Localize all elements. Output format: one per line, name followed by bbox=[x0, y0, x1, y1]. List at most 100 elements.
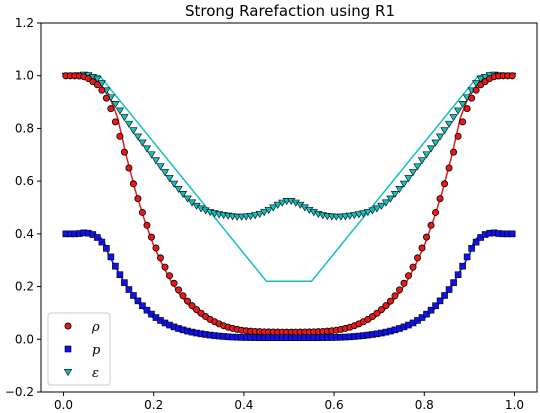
marker-0-15 bbox=[129, 180, 137, 188]
marker-2-22 bbox=[160, 169, 170, 177]
marker-0-10 bbox=[107, 105, 115, 113]
marker-2-75 bbox=[399, 180, 409, 188]
marker-0-70 bbox=[377, 306, 385, 314]
marker-2-84 bbox=[440, 127, 449, 135]
marker-1-88 bbox=[459, 262, 466, 270]
legend-marker-0 bbox=[64, 322, 72, 330]
marker-1-81 bbox=[427, 306, 435, 314]
marker-1-9 bbox=[103, 245, 110, 252]
marker-2-86 bbox=[449, 114, 458, 122]
legend-label-0: ρ bbox=[91, 320, 100, 335]
marker-0-87 bbox=[454, 132, 462, 140]
marker-0-91 bbox=[472, 86, 480, 94]
marker-2-83 bbox=[435, 133, 445, 141]
marker-2-76 bbox=[404, 175, 413, 183]
marker-2-42 bbox=[251, 212, 260, 220]
marker-1-16 bbox=[134, 297, 142, 305]
marker-2-67 bbox=[363, 209, 373, 217]
marker-2-45 bbox=[264, 206, 273, 214]
marker-2-80 bbox=[422, 151, 431, 159]
marker-0-80 bbox=[423, 233, 431, 241]
y-tick-label-6: 1.0 bbox=[15, 69, 34, 83]
marker-2-74 bbox=[395, 186, 404, 194]
y-tick-label-4: 0.6 bbox=[15, 174, 34, 188]
marker-0-11 bbox=[111, 118, 119, 126]
marker-2-7 bbox=[93, 75, 102, 83]
marker-2-63 bbox=[345, 212, 354, 220]
marker-2-81 bbox=[426, 145, 436, 153]
marker-0-20 bbox=[152, 244, 160, 252]
marker-1-90 bbox=[468, 245, 475, 252]
marker-1-99 bbox=[508, 230, 516, 238]
marker-2-78 bbox=[413, 163, 422, 171]
marker-2-25 bbox=[174, 186, 183, 194]
marker-2-16 bbox=[133, 133, 143, 141]
marker-0-28 bbox=[188, 302, 196, 310]
marker-0-19 bbox=[147, 233, 155, 241]
marker-0-86 bbox=[450, 148, 458, 156]
marker-1-80 bbox=[423, 310, 430, 318]
y-tick-label-7: 1.2 bbox=[15, 16, 34, 30]
marker-0-22 bbox=[161, 263, 169, 271]
marker-0-13 bbox=[120, 148, 128, 156]
y-tick-label-3: 0.4 bbox=[15, 227, 34, 241]
marker-2-26 bbox=[178, 190, 188, 199]
marker-0-90 bbox=[468, 94, 476, 102]
marker-2-13 bbox=[120, 114, 129, 122]
marker-2-70 bbox=[377, 202, 386, 210]
marker-2-77 bbox=[408, 169, 418, 177]
marker-2-47 bbox=[273, 201, 282, 209]
marker-0-26 bbox=[179, 292, 187, 300]
chart-title: Strong Rarefaction using R1 bbox=[185, 2, 395, 20]
marker-1-89 bbox=[463, 253, 471, 261]
marker-0-78 bbox=[414, 254, 422, 262]
marker-1-91 bbox=[472, 238, 480, 246]
marker-0-81 bbox=[427, 221, 435, 229]
marker-0-27 bbox=[184, 297, 192, 305]
marker-2-20 bbox=[151, 157, 161, 165]
marker-0-71 bbox=[382, 302, 390, 310]
marker-2-41 bbox=[246, 213, 255, 221]
marker-0-25 bbox=[175, 286, 183, 294]
marker-2-85 bbox=[444, 120, 454, 128]
marker-0-77 bbox=[409, 263, 417, 271]
marker-2-69 bbox=[372, 205, 382, 213]
marker-1-17 bbox=[139, 302, 146, 310]
marker-0-76 bbox=[404, 272, 412, 280]
marker-0-72 bbox=[386, 297, 394, 305]
marker-0-29 bbox=[193, 306, 201, 314]
marker-1-82 bbox=[432, 302, 439, 310]
marker-0-9 bbox=[102, 94, 110, 102]
legend: ρpε bbox=[47, 312, 111, 386]
marker-0-84 bbox=[441, 180, 449, 188]
marker-0-69 bbox=[373, 309, 381, 317]
marker-2-21 bbox=[156, 163, 165, 171]
marker-2-68 bbox=[368, 207, 377, 215]
marker-2-64 bbox=[350, 212, 359, 220]
marker-0-24 bbox=[170, 279, 178, 287]
marker-1-85 bbox=[445, 286, 453, 293]
x-tick-label-2: 0.4 bbox=[234, 398, 253, 412]
marker-2-82 bbox=[431, 139, 440, 147]
y-axis: −0.2 0.0 0.2 0.4 0.6 0.8 1.0 1.2 bbox=[5, 16, 41, 399]
marker-2-62 bbox=[341, 213, 350, 221]
marker-0-12 bbox=[116, 132, 124, 140]
y-tick-label-2: 0.2 bbox=[15, 280, 34, 294]
marker-2-23 bbox=[165, 175, 174, 183]
marker-2-17 bbox=[138, 139, 147, 147]
marker-1-84 bbox=[441, 292, 448, 299]
marker-2-48 bbox=[278, 199, 287, 207]
marker-0-75 bbox=[400, 279, 408, 287]
marker-2-73 bbox=[390, 190, 400, 199]
marker-0-88 bbox=[459, 118, 467, 126]
marker-0-73 bbox=[391, 292, 399, 300]
marker-0-82 bbox=[432, 208, 440, 216]
data-markers bbox=[61, 71, 517, 342]
marker-2-43 bbox=[255, 210, 264, 218]
marker-2-72 bbox=[386, 195, 395, 203]
series-0 bbox=[62, 72, 516, 336]
marker-1-15 bbox=[130, 292, 137, 299]
marker-0-83 bbox=[436, 195, 444, 203]
x-axis: 0.0 0.2 0.4 0.6 0.8 1.0 bbox=[54, 392, 524, 412]
marker-2-66 bbox=[359, 210, 368, 218]
